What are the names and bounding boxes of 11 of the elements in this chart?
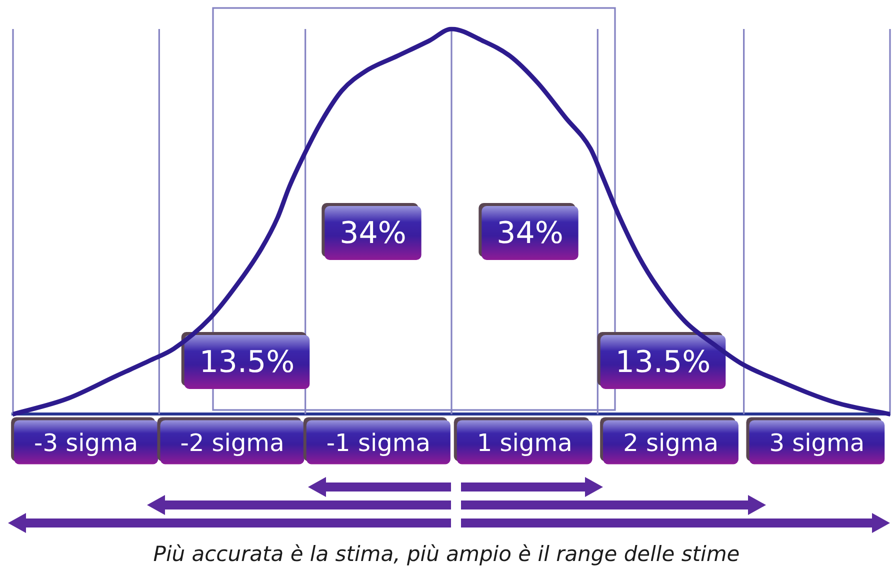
x-tick-label: -2 sigma — [180, 428, 284, 457]
annotation: 34% — [496, 216, 564, 251]
annotation: 13.5% — [615, 344, 711, 380]
x-tick-label: -3 sigma — [34, 428, 138, 457]
x-tick-label: 2 sigma — [623, 428, 718, 457]
annotation: 34% — [340, 216, 406, 251]
annotation: 13.5% — [199, 344, 295, 380]
x-tick-label: 1 sigma — [476, 428, 572, 457]
text: Più accurata è la stima, più ampio è il range delle stime — [152, 542, 741, 566]
x-tick-label: -1 sigma — [326, 428, 430, 457]
x-tick-label: 3 sigma — [769, 428, 865, 457]
